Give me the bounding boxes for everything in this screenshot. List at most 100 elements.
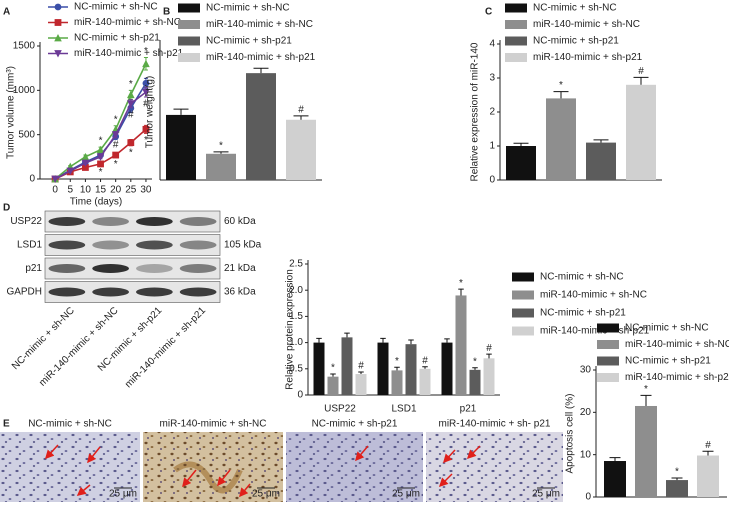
error-bar [513,142,529,146]
x-tick-label: 30 [140,185,152,196]
y-tick-label: 0 [297,390,303,401]
panel-letter: E [3,419,10,430]
legend-label: NC-mimic + sh-NC [206,3,290,14]
error-bar [330,373,336,377]
point [81,159,90,168]
error-bar [293,115,309,120]
y-axis-label: Relative expression of miR-140 [470,42,481,181]
y-tick-label: 20 [580,407,592,418]
error-bar [702,450,714,456]
panel-letter: D [3,203,10,214]
legend-label: miR-140-mimic + sh-NC [540,290,647,301]
micrograph-panel [0,432,563,502]
bar [697,455,719,497]
error-bar [253,67,269,74]
legend-label: miR-140-mimic + sh-p21 [206,52,316,63]
blot-protein-label: p21 [25,263,42,274]
y-axis-label: Apoptosis cell (%) [565,393,576,473]
error-bar [316,337,322,343]
arrow [87,446,101,464]
scale-label: 25 μm [392,489,420,500]
x-tick-label: 25 [125,185,137,196]
y-tick-label: 1.0 [289,337,303,348]
legend-swatch [505,3,527,13]
significance-mark: * [129,79,133,90]
error-bar [553,91,569,99]
error-bar [458,288,464,296]
blot-protein-label: LSD1 [17,240,42,251]
significance-mark: # [486,343,492,354]
panel-letter: B [163,7,170,18]
y-tick-label: 2.0 [289,285,303,296]
point [127,100,135,108]
arrow [76,484,91,496]
error-bar [358,371,364,375]
significance-mark: * [331,363,335,374]
legend-label: NC-mimic + sh-p21 [206,36,292,47]
micrograph-cells [143,432,283,502]
lane-label: miR-140-mimic + sh-p21 [123,305,208,390]
significance-mark: * [144,46,148,57]
legend-swatch [505,36,527,46]
significance-mark: # [298,105,304,116]
legend-marker [54,34,62,42]
bar [546,98,576,180]
legend-label: miR-140-mimic + sh-NC [625,339,729,350]
y-axis-label: Relative protein expression [285,269,296,390]
bar [313,342,325,395]
legend-label: NC-mimic + sh-p21 [540,308,626,319]
error-bar [593,139,609,143]
arrow [442,449,456,464]
point [97,160,104,168]
point [142,59,150,68]
point [127,90,135,99]
x-tick-label: LSD1 [391,404,416,415]
legend-swatch [512,272,534,282]
legend-label: miR-140-mimic + sh-p21 [540,326,650,337]
legend-label: miR-140-mimic + sh-NC [206,19,313,30]
legend-marker [54,19,62,26]
y-tick-label: 0 [29,174,35,185]
bar [341,337,353,395]
legend-label: miR-140-mimic + sh-p21 [74,48,184,59]
blot-band [179,240,217,250]
blot-strip [44,210,221,233]
point [51,175,59,183]
y-tick-label: 1.5 [289,311,303,322]
point [112,151,120,159]
panel-letter: A [3,7,10,18]
blot-band [48,217,86,226]
bar [469,369,481,395]
significance-mark: # [638,66,644,77]
blot-band [179,264,217,273]
arrow [239,483,251,498]
bar [635,405,657,497]
blot-band [92,287,129,297]
x-axis-label: Time (days) [70,197,122,208]
blot-strip [44,281,221,303]
legend-label: NC-mimic + sh-NC [625,323,709,334]
y-tick-label: 1000 [13,85,36,96]
significance-mark: * [114,159,118,170]
bar [666,480,688,497]
micrograph-title: miR-140-mimic + sh- p21 [439,419,551,430]
bar [455,295,467,395]
y-tick-label: 1500 [13,41,36,52]
bar [377,342,389,395]
x-tick-label: 20 [110,185,122,196]
error-bar [472,367,478,370]
bar [626,84,656,180]
blot-band [92,264,129,273]
blot-band [48,287,86,297]
significance-mark: * [99,136,103,147]
y-tick-label: 3 [489,73,495,84]
point [96,153,105,161]
error-bar [486,353,492,359]
point [81,152,90,161]
scale-label: 25 μm [252,489,280,500]
legend-swatch [178,53,200,62]
significance-mark: * [114,114,118,125]
bar [441,342,453,395]
